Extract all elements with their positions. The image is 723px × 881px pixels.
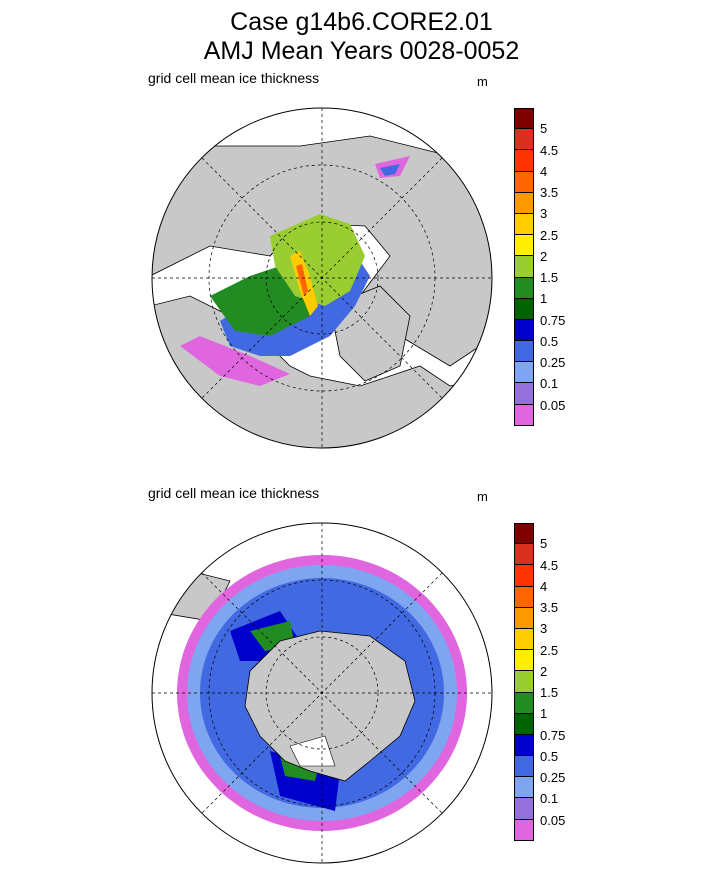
colorbar-label: 3.5 [540,185,559,200]
colorbar-label: 2 [540,664,548,679]
colorbar-box [514,713,534,735]
colorbar-box [514,277,534,299]
colorbar-box [514,671,534,693]
colorbar-box [514,383,534,405]
colorbar-box [514,734,534,757]
figure-title-line2: AMJ Mean Years 0028-0052 [203,37,520,65]
colorbar-label: 5 [540,536,548,551]
colorbar-label: 0.05 [540,398,566,413]
colorbar-label: 0.75 [540,728,566,743]
colorbar-box [514,628,534,651]
colorbar-label: 2.5 [540,643,559,658]
colorbar-label: 1 [540,706,548,721]
colorbar-box [514,756,534,778]
colorbar-box [514,192,534,214]
colorbar-label: 0.1 [540,376,559,391]
figure-title-line1: Case g14b6.CORE2.01 [230,8,493,36]
colorbar-label: 0.5 [540,749,559,764]
colorbar-box [514,404,534,426]
colorbar-box [514,650,534,672]
north-ice-thick-orange [296,264,308,296]
colorbar-label: 0.75 [540,313,566,328]
colorbar-box [514,171,534,193]
south-panel-label: grid cell mean ice thickness [148,485,320,501]
colorbar-box [514,523,534,545]
colorbar-box [514,798,534,820]
north-panel-label: grid cell mean ice thickness [148,70,320,86]
north-ice-edge-pink [180,336,290,386]
north-ice-bering-blue [380,164,400,176]
colorbar-label: 2 [540,249,548,264]
colorbar-label: 1.5 [540,270,559,285]
colorbar-label: 4.5 [540,558,559,573]
colorbar-box [514,256,534,278]
colorbar-label: 5 [540,121,548,136]
colorbar-label: 4 [540,579,548,594]
colorbar-box [514,777,534,799]
south-colorbar-boxes [514,523,534,841]
colorbar-label: 3 [540,206,548,221]
colorbar-box [514,819,534,841]
colorbar-label: 0.1 [540,791,559,806]
colorbar-box [514,150,534,172]
colorbar-box [514,341,534,363]
colorbar-box [514,129,534,151]
colorbar-box [514,298,534,320]
colorbar-label: 2.5 [540,228,559,243]
colorbar-label: 0.25 [540,770,566,785]
colorbar-box [514,108,534,130]
south-polar-map [151,522,493,864]
colorbar-box [514,544,534,566]
colorbar-label: 0.25 [540,355,566,370]
colorbar-label: 0.5 [540,334,559,349]
south-colorbar: 5 4.5 4 3.5 3 2.5 2 1.5 1 0.75 0.5 0.25 … [514,523,565,841]
colorbar-box [514,319,534,342]
colorbar-box [514,362,534,384]
colorbar-box [514,213,534,236]
colorbar-label: 3.5 [540,600,559,615]
north-colorbar-boxes [514,108,534,426]
north-panel-units: m [477,74,488,89]
south-panel-units: m [477,489,488,504]
north-ice-pack-lightgreen [270,214,365,306]
colorbar-label: 0.05 [540,813,566,828]
colorbar-label: 1 [540,291,548,306]
colorbar-label: 4.5 [540,143,559,158]
colorbar-label: 3 [540,621,548,636]
colorbar-box [514,586,534,608]
colorbar-box [514,565,534,587]
colorbar-label: 1.5 [540,685,559,700]
north-polar-map [151,107,493,449]
south-ross-iceshelf [289,735,336,767]
north-panel: grid cell mean ice thickness m [0,66,723,466]
colorbar-label: 4 [540,164,548,179]
colorbar-box [514,235,534,257]
colorbar-box [514,607,534,629]
colorbar-box [514,692,534,714]
south-panel: grid cell mean ice thickness m [0,481,723,881]
south-landmass-southamerica [152,820,211,863]
north-colorbar: 5 4.5 4 3.5 3 2.5 2 1.5 1 0.75 0.5 0.25 … [514,108,565,426]
